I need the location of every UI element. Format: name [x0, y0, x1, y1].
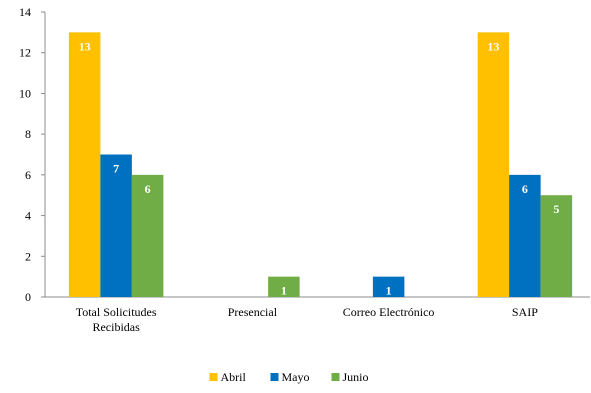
- data-labels: 13 7 6 1 1 13 6 5: [79, 39, 560, 297]
- bar: [100, 154, 132, 297]
- legend-swatch: [209, 373, 218, 381]
- legend-swatch: [331, 373, 340, 381]
- bars: [68, 32, 573, 297]
- y-tick-label: 6: [25, 168, 31, 182]
- bar: [509, 174, 541, 297]
- y-tick-label: 0: [25, 290, 31, 304]
- data-label: 1: [281, 284, 287, 298]
- x-tick-label: Correo Electrónico: [343, 305, 435, 319]
- y-tick-label: 2: [25, 249, 31, 263]
- x-tick-label: Total Solicitudes Recibidas: [76, 305, 157, 334]
- legend-label: Abril: [221, 370, 247, 384]
- bar: [540, 195, 573, 297]
- x-axis: Total Solicitudes Recibidas Presencial Corr…: [45, 296, 590, 334]
- legend-label: Junio: [343, 370, 369, 384]
- bar: [477, 32, 510, 297]
- y-tick-label: 12: [19, 46, 31, 60]
- y-axis: 0 2 4 6 8 10 12 14: [19, 5, 46, 304]
- data-label: 6: [145, 182, 151, 196]
- y-tick-label: 14: [19, 5, 31, 19]
- legend-swatch: [270, 373, 279, 381]
- data-label: 13: [79, 39, 91, 53]
- y-tick-label: 8: [25, 127, 31, 141]
- data-label: 1: [386, 284, 392, 298]
- legend-label: Mayo: [282, 370, 310, 384]
- data-label: 6: [522, 182, 528, 196]
- bar: [68, 32, 101, 297]
- bar: [131, 174, 164, 297]
- x-tick-label: Presencial: [228, 305, 278, 319]
- y-tick-label: 10: [19, 86, 31, 100]
- data-label: 5: [553, 202, 559, 216]
- y-tick-label: 4: [25, 209, 31, 223]
- data-label: 13: [487, 39, 499, 53]
- data-label: 7: [113, 162, 119, 176]
- bar: [372, 276, 405, 297]
- bar: [268, 276, 300, 297]
- legend: Abril Mayo Junio: [209, 370, 369, 384]
- x-tick-label: SAIP: [512, 305, 538, 319]
